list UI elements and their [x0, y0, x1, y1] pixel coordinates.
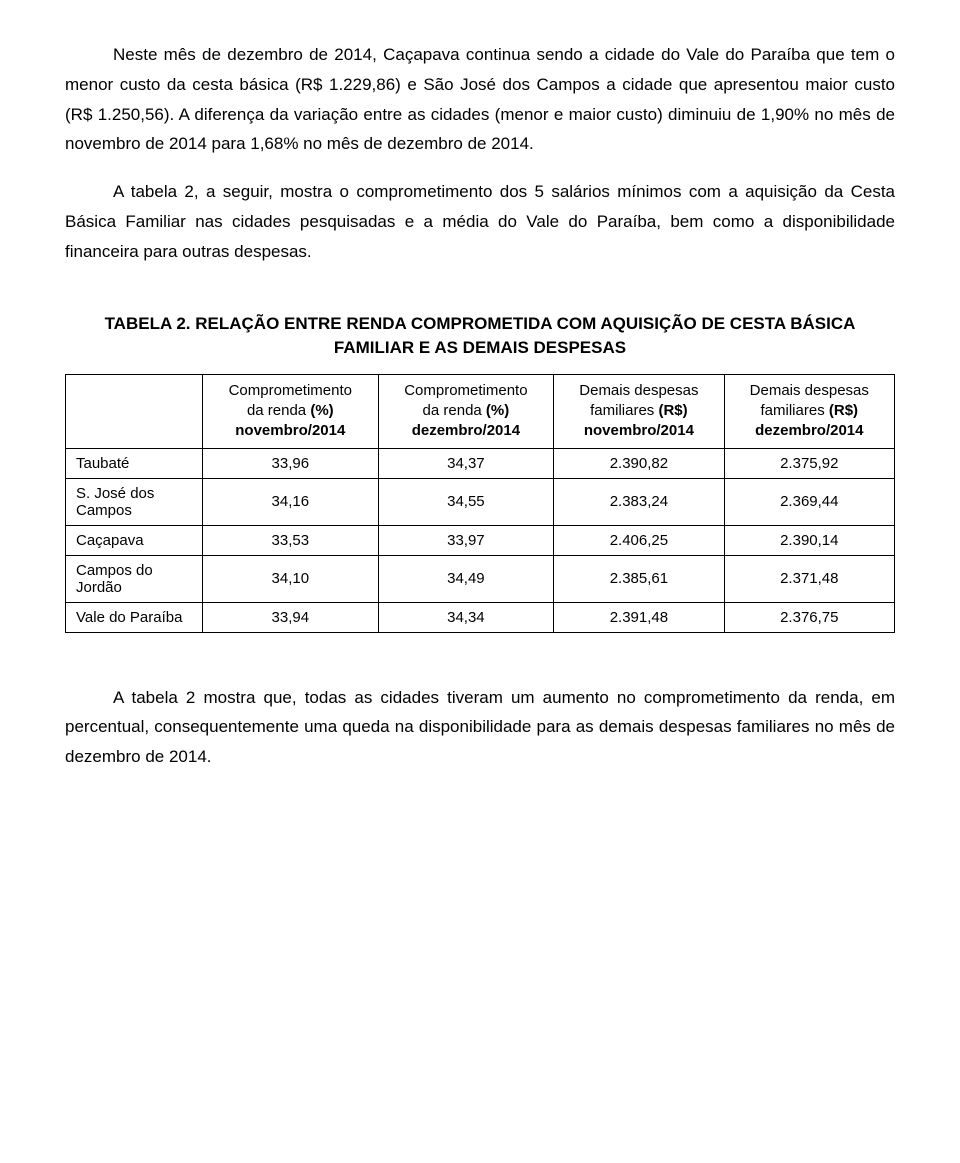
table-row: Taubaté 33,96 34,37 2.390,82 2.375,92	[66, 448, 895, 478]
table-header-row: Comprometimento da renda (%) novembro/20…	[66, 374, 895, 448]
hdr4-l2a: familiares	[761, 402, 829, 419]
row3-c1: 34,10	[203, 555, 379, 602]
row2-c3: 2.406,25	[554, 525, 724, 555]
header-col-4: Demais despesas familiares (R$) dezembro…	[724, 374, 894, 448]
row2-c1: 33,53	[203, 525, 379, 555]
header-col-2: Comprometimento da renda (%) dezembro/20…	[378, 374, 554, 448]
paragraph-1: Neste mês de dezembro de 2014, Caçapava …	[65, 40, 895, 159]
hdr3-l3: novembro/2014	[584, 422, 694, 439]
row0-c4: 2.375,92	[724, 448, 894, 478]
hdr2-l1: Comprometimento	[404, 382, 527, 399]
row1-label: S. José dos Campos	[66, 478, 203, 525]
table-row: Vale do Paraíba 33,94 34,34 2.391,48 2.3…	[66, 602, 895, 632]
row4-label: Vale do Paraíba	[66, 602, 203, 632]
header-blank	[66, 374, 203, 448]
table-row: Campos do Jordão 34,10 34,49 2.385,61 2.…	[66, 555, 895, 602]
hdr3-l1: Demais despesas	[579, 382, 698, 399]
hdr1-l2a: da renda	[247, 402, 310, 419]
row4-c1: 33,94	[203, 602, 379, 632]
row4-c2: 34,34	[378, 602, 554, 632]
hdr1-l2b: (%)	[310, 402, 333, 419]
table-body: Taubaté 33,96 34,37 2.390,82 2.375,92 S.…	[66, 448, 895, 632]
hdr1-l3: novembro/2014	[235, 422, 345, 439]
hdr2-l3: dezembro/2014	[412, 422, 520, 439]
hdr1-l1: Comprometimento	[229, 382, 352, 399]
row0-label: Taubaté	[66, 448, 203, 478]
table-head: Comprometimento da renda (%) novembro/20…	[66, 374, 895, 448]
page-container: Neste mês de dezembro de 2014, Caçapava …	[5, 0, 955, 850]
row3-c2: 34,49	[378, 555, 554, 602]
table-title: TABELA 2. RELAÇÃO ENTRE RENDA COMPROMETI…	[65, 312, 895, 360]
row1-c3: 2.383,24	[554, 478, 724, 525]
row0-c2: 34,37	[378, 448, 554, 478]
row4-c4: 2.376,75	[724, 602, 894, 632]
row1-c1: 34,16	[203, 478, 379, 525]
hdr4-l2b: (R$)	[829, 402, 858, 419]
row3-label: Campos do Jordão	[66, 555, 203, 602]
paragraph-3: A tabela 2 mostra que, todas as cidades …	[65, 683, 895, 772]
header-col-3: Demais despesas familiares (R$) novembro…	[554, 374, 724, 448]
hdr3-l2a: familiares	[590, 402, 658, 419]
hdr2-l2b: (%)	[486, 402, 509, 419]
row0-c3: 2.390,82	[554, 448, 724, 478]
hdr4-l1: Demais despesas	[750, 382, 869, 399]
data-table: Comprometimento da renda (%) novembro/20…	[65, 374, 895, 633]
row3-c4: 2.371,48	[724, 555, 894, 602]
header-col-1: Comprometimento da renda (%) novembro/20…	[203, 374, 379, 448]
table-row: Caçapava 33,53 33,97 2.406,25 2.390,14	[66, 525, 895, 555]
table-row: S. José dos Campos 34,16 34,55 2.383,24 …	[66, 478, 895, 525]
hdr3-l2b: (R$)	[658, 402, 687, 419]
row1-c2: 34,55	[378, 478, 554, 525]
row1-c4: 2.369,44	[724, 478, 894, 525]
row4-c3: 2.391,48	[554, 602, 724, 632]
hdr2-l2a: da renda	[423, 402, 486, 419]
paragraph-2: A tabela 2, a seguir, mostra o compromet…	[65, 177, 895, 266]
row0-c1: 33,96	[203, 448, 379, 478]
row2-label: Caçapava	[66, 525, 203, 555]
hdr4-l3: dezembro/2014	[755, 422, 863, 439]
row3-c3: 2.385,61	[554, 555, 724, 602]
row2-c4: 2.390,14	[724, 525, 894, 555]
row2-c2: 33,97	[378, 525, 554, 555]
